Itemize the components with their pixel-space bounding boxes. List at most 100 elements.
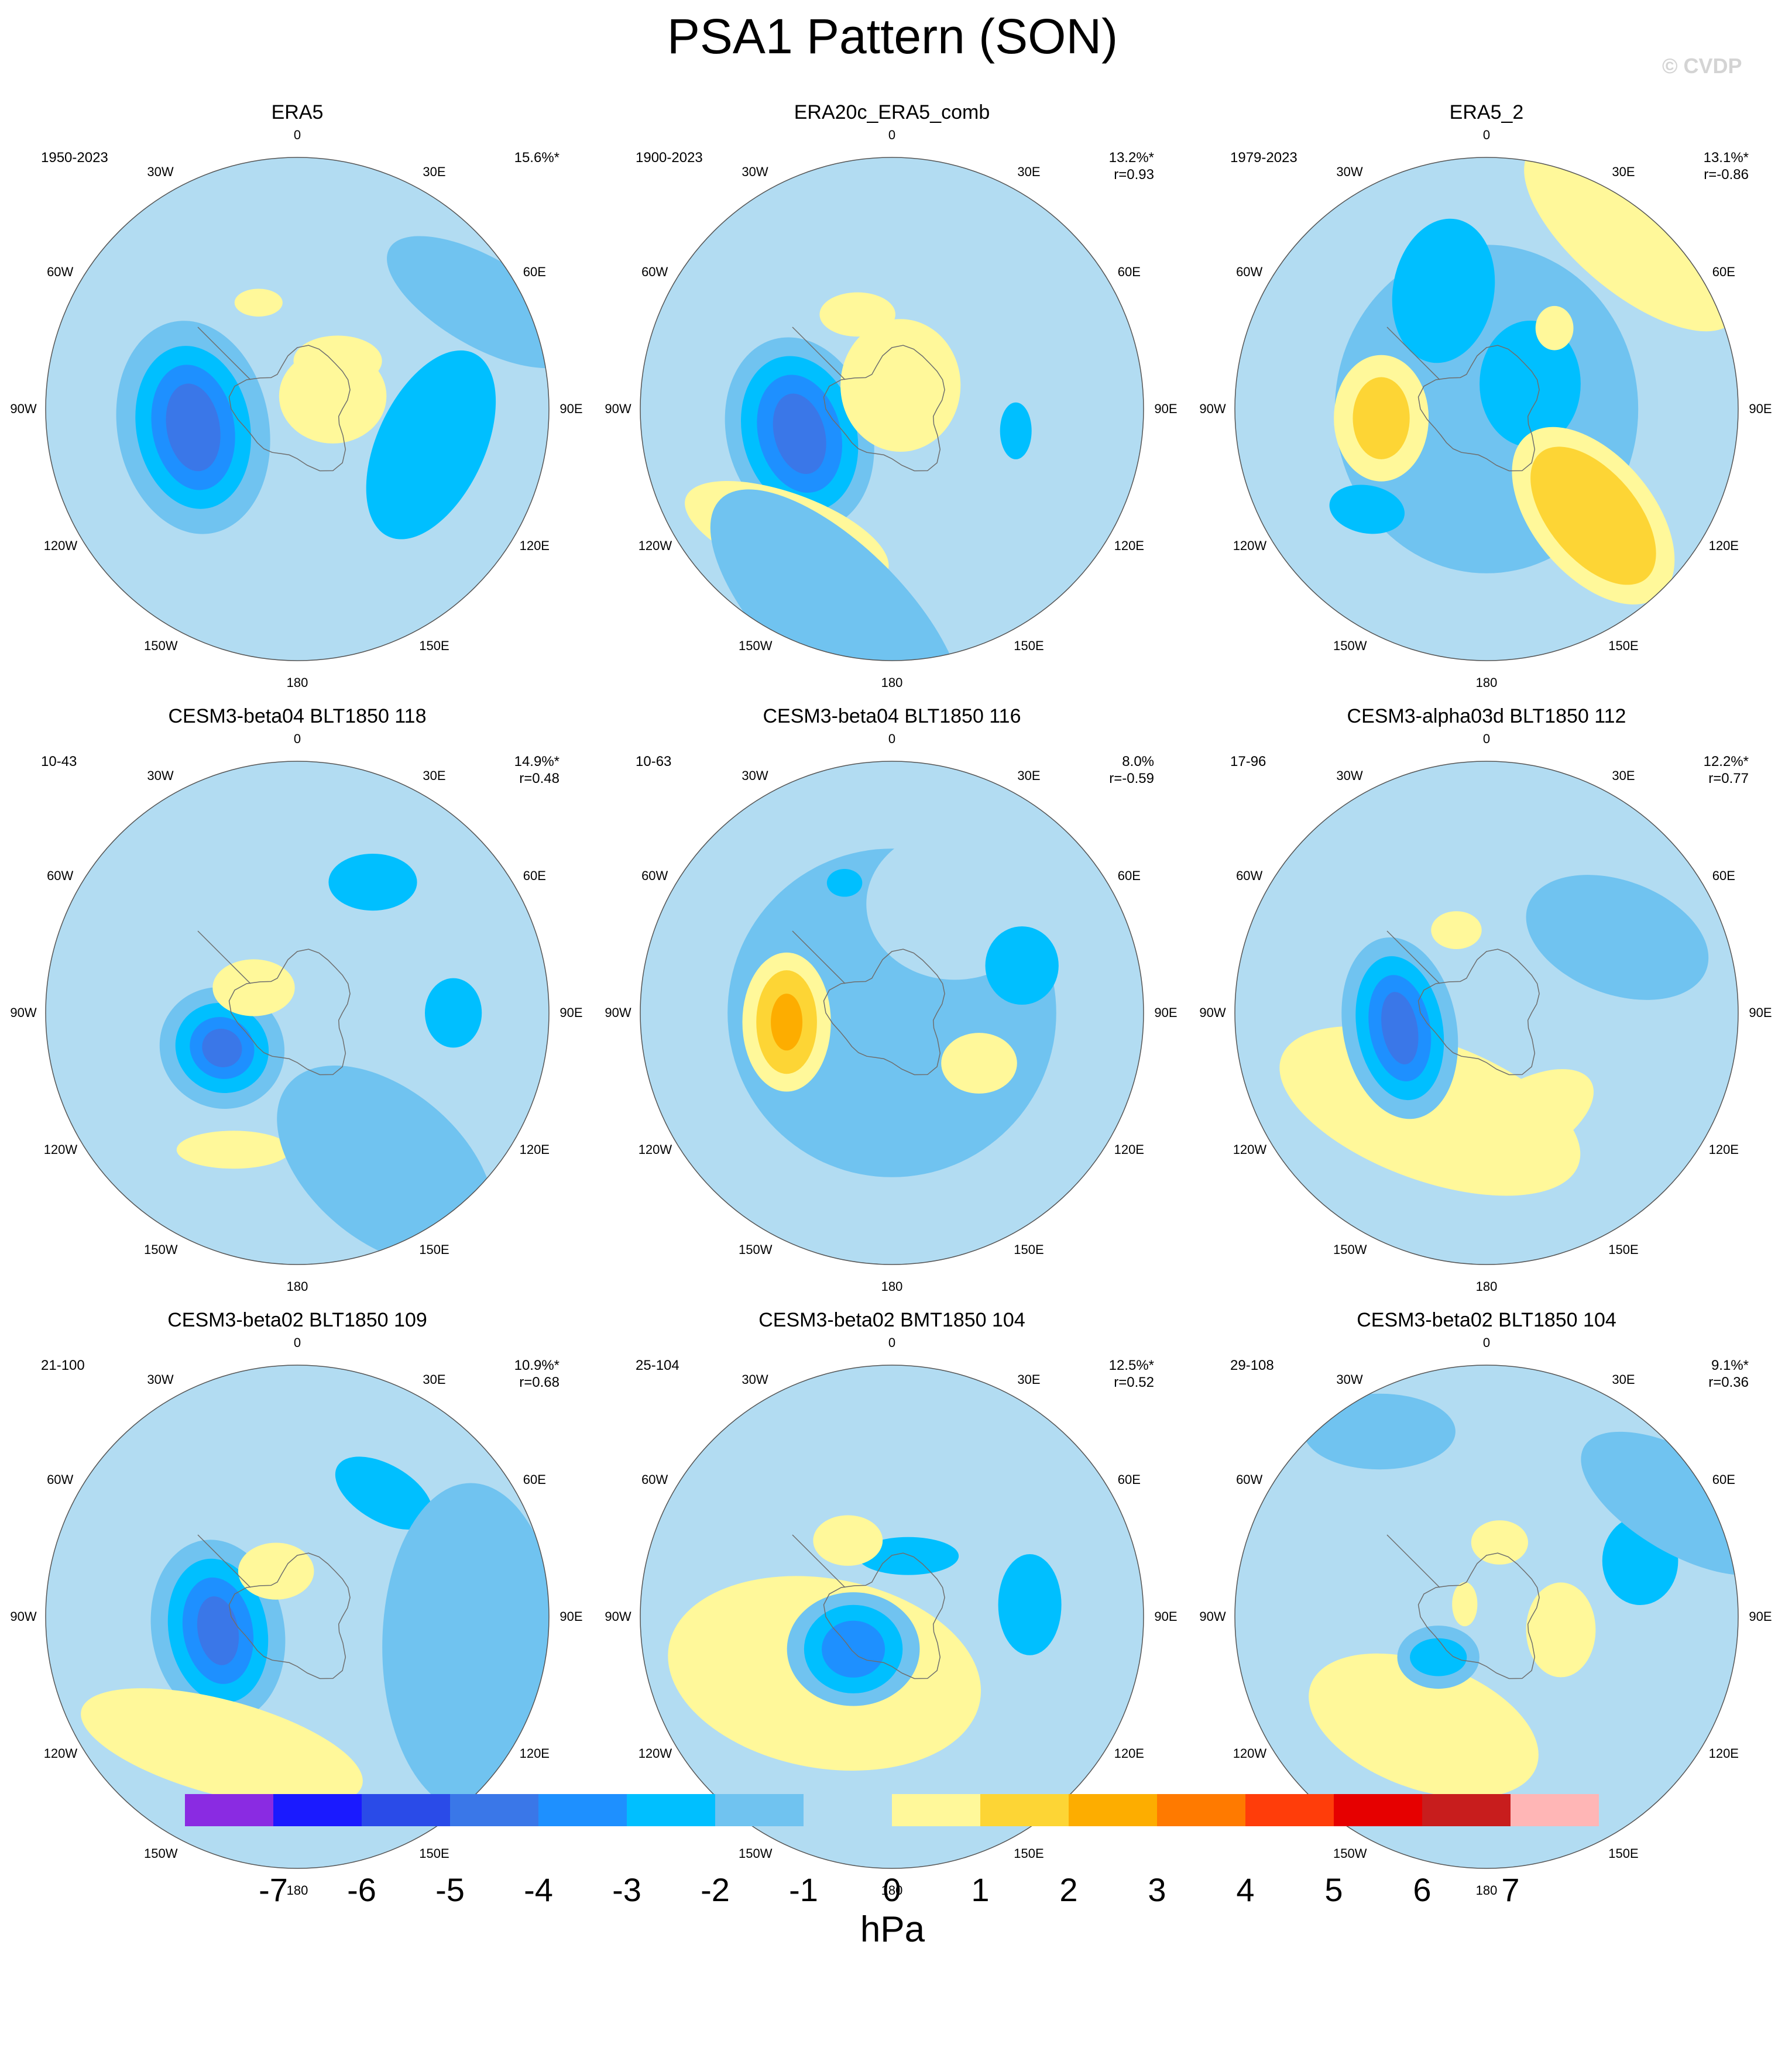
longitude-label: 120W (43, 538, 78, 553)
longitude-label: 30W (1336, 1372, 1363, 1387)
longitude-label: 150E (1608, 1242, 1639, 1257)
longitude-label: 30E (1612, 768, 1635, 783)
longitude-label: 0 (293, 1335, 301, 1350)
map-border (1234, 1365, 1739, 1869)
anomaly-contour (941, 1033, 1017, 1094)
longitude-label: 90E (1749, 1005, 1772, 1020)
longitude-label: 60E (1117, 264, 1141, 279)
anomaly-contour (1526, 875, 1709, 1000)
coastline (1386, 327, 1440, 380)
anomaly-contour (1000, 402, 1032, 459)
longitude-label: 0 (1482, 1335, 1491, 1350)
coastline (823, 1552, 945, 1679)
panel-variance-pct: 12.5%* (1108, 1358, 1154, 1373)
anomaly-contour (1524, 157, 1738, 332)
colorbar-tick-label: -4 (524, 1871, 553, 1908)
longitude-label: 30W (147, 768, 174, 783)
colorbar-tick-label: 7 (1501, 1871, 1520, 1908)
longitude-label: 90W (605, 401, 631, 416)
colorbar-tick-label: -2 (701, 1871, 730, 1908)
panel-title: CESM3-beta02 BLT1850 109 (167, 1309, 427, 1331)
colorbar-tick-label: 6 (1413, 1871, 1432, 1908)
coastline (228, 345, 351, 472)
anomaly-contour (1526, 1582, 1596, 1678)
longitude-label: 150W (144, 1242, 178, 1257)
colorbar-tick-label: -3 (612, 1871, 641, 1908)
panel-period: 10-63 (636, 754, 672, 769)
anomaly-contour (176, 1131, 291, 1169)
panel-correlation: r=-0.86 (1704, 167, 1749, 183)
anomaly-contour (293, 335, 382, 386)
longitude-label: 120W (1233, 538, 1267, 553)
panel-correlation: r=0.77 (1708, 771, 1749, 786)
longitude-label: 150E (1014, 638, 1044, 654)
longitude-label: 90W (1199, 401, 1226, 416)
longitude-label: 120E (1708, 538, 1739, 553)
longitude-label: 60E (1712, 868, 1735, 883)
longitude-label: 150W (1333, 638, 1367, 654)
anomaly-contour (234, 288, 283, 317)
longitude-label: 30E (423, 164, 446, 179)
panel-title: CESM3-beta04 BLT1850 116 (763, 705, 1021, 727)
longitude-label: 120E (519, 538, 550, 553)
longitude-label: 30W (1336, 768, 1363, 783)
longitude-label: 60W (641, 868, 668, 883)
map-border (45, 157, 550, 661)
coastline (1386, 1534, 1440, 1588)
longitude-label: 60E (1117, 1472, 1141, 1487)
anomaly-contour (773, 393, 826, 475)
longitude-label: 60W (47, 264, 74, 279)
map-border (640, 761, 1144, 1265)
panel-correlation: r=0.68 (519, 1375, 559, 1390)
colorbar-units: hPa (860, 1909, 925, 1950)
panel-period: 25-104 (636, 1358, 679, 1373)
anomaly-contour (1015, 248, 1117, 369)
longitude-label: 120E (1708, 1142, 1739, 1157)
longitude-label: 60W (1236, 264, 1263, 279)
anomaly-contour (771, 994, 803, 1051)
colorbar-tick-label: 1 (971, 1871, 990, 1908)
coastline (1417, 949, 1540, 1075)
anomaly-contour (1431, 911, 1482, 949)
anomaly-contour (1309, 1653, 1539, 1798)
longitude-label: 60E (523, 1472, 546, 1487)
coastline (1417, 1552, 1540, 1679)
longitude-label: 60W (1236, 868, 1263, 883)
panel-period: 21-100 (41, 1358, 85, 1373)
anomaly-contour (382, 1483, 549, 1812)
panel-period: 10-43 (41, 754, 77, 769)
watermark: © CVDP (1662, 54, 1742, 78)
longitude-label: 180 (286, 675, 308, 690)
longitude-label: 180 (1475, 1279, 1498, 1294)
longitude-label: 90W (1199, 1005, 1226, 1020)
colorbar-tick-label: 2 (1059, 1871, 1078, 1908)
panel-variance-pct: 14.9%* (514, 754, 559, 769)
panel-period: 29-108 (1230, 1358, 1274, 1373)
longitude-label: 150E (419, 638, 449, 654)
longitude-label: 30E (423, 1372, 446, 1387)
anomaly-contour (1471, 1520, 1528, 1565)
longitude-label: 0 (293, 128, 301, 142)
panel-correlation: r=0.48 (519, 771, 559, 786)
longitude-label: 60E (1712, 264, 1735, 279)
colorbar-tick-label: 5 (1324, 1871, 1343, 1908)
longitude-label: 60W (47, 868, 74, 883)
anomaly-contour (1353, 377, 1410, 459)
longitude-label: 30W (1336, 164, 1363, 179)
panel-period: 1979-2023 (1230, 150, 1297, 166)
longitude-label: 90E (559, 401, 583, 416)
panel-title: CESM3-alpha03d BLT1850 112 (1347, 705, 1626, 727)
map-panel: CESM3-alpha03d BLT1850 112 17-96 12.2%* r=0… (1189, 705, 1784, 1307)
longitude-label: 60E (1117, 868, 1141, 883)
anomaly-contour (1452, 1582, 1478, 1627)
longitude-label: 120E (1114, 1142, 1144, 1157)
anomaly-contour (1303, 1393, 1456, 1470)
longitude-label: 60E (523, 264, 546, 279)
longitude-label: 150W (144, 638, 178, 654)
colorbar-tick-label: -7 (259, 1871, 288, 1908)
anomaly-contour (813, 1515, 883, 1566)
longitude-label: 30E (423, 768, 446, 783)
anomaly-contour (366, 350, 496, 540)
longitude-label: 150W (144, 1846, 178, 1861)
longitude-label: 60W (47, 1472, 74, 1487)
